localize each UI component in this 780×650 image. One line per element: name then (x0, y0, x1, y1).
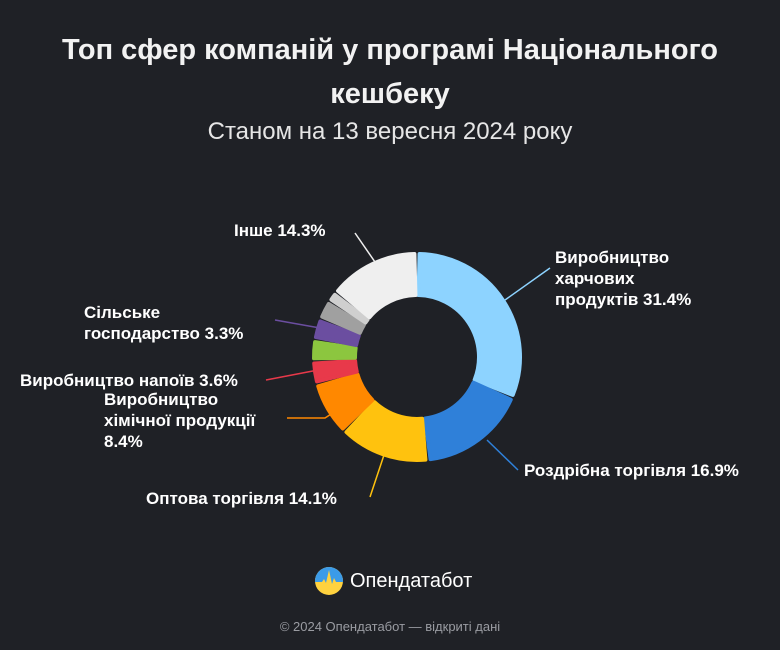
donut-slice-7 (320, 302, 366, 335)
label-agri-line1: Сільське (84, 303, 161, 322)
label-food: Виробництво харчових продуктів 31.4% (555, 247, 691, 310)
label-other: Інше 14.3% (234, 221, 326, 240)
leader-line-wholesale (369, 451, 386, 498)
donut-slice-5 (312, 340, 358, 361)
donut-slice-9 (336, 252, 418, 320)
label-drinks: Виробництво напоїв 3.6% (20, 371, 238, 390)
donut-slice-6 (313, 319, 361, 348)
brand-name: Опендатабот (350, 569, 473, 592)
leader-line-drinks (265, 369, 319, 381)
donut-slice-4 (312, 358, 359, 384)
label-food-line1: Виробництво (555, 248, 670, 267)
label-retail: Роздрібна торгівля 16.9% (524, 461, 739, 480)
brand-logo: Опендатабот (314, 566, 472, 596)
leader-line-retail (486, 439, 519, 471)
label-chemical-line2: хімічної продукції (104, 411, 256, 430)
chart-subtitle: Станом на 13 вересня 2024 року (207, 118, 573, 145)
label-agri-line2: господарство 3.3% (84, 324, 244, 343)
leader-line-agri (274, 319, 321, 329)
label-chemical-line1: Виробництво (104, 390, 219, 409)
label-chemical: Виробництво хімічної продукції 8.4% (104, 389, 255, 452)
donut-slice-3 (316, 372, 375, 431)
label-agri: Сільське господарство 3.3% (84, 302, 243, 344)
leader-line-other (354, 232, 376, 263)
donut-slice-8 (329, 292, 370, 325)
label-food-line2: харчових (555, 269, 635, 288)
donut-slice-2 (344, 400, 428, 462)
opendatabot-logo-icon (315, 567, 343, 595)
footer-text: © 2024 Опендатабот — відкриті дані (279, 619, 501, 634)
label-chemical-line3: 8.4% (104, 432, 143, 451)
chart-title: Топ сфер компаній у програмі Національно… (61, 34, 719, 110)
label-wholesale: Оптова торгівля 14.1% (146, 489, 337, 508)
label-food-line3: продуктів 31.4% (555, 290, 692, 309)
leader-line-food (504, 267, 551, 301)
donut-slice-0 (416, 252, 522, 397)
donut-slice-1 (423, 380, 513, 462)
